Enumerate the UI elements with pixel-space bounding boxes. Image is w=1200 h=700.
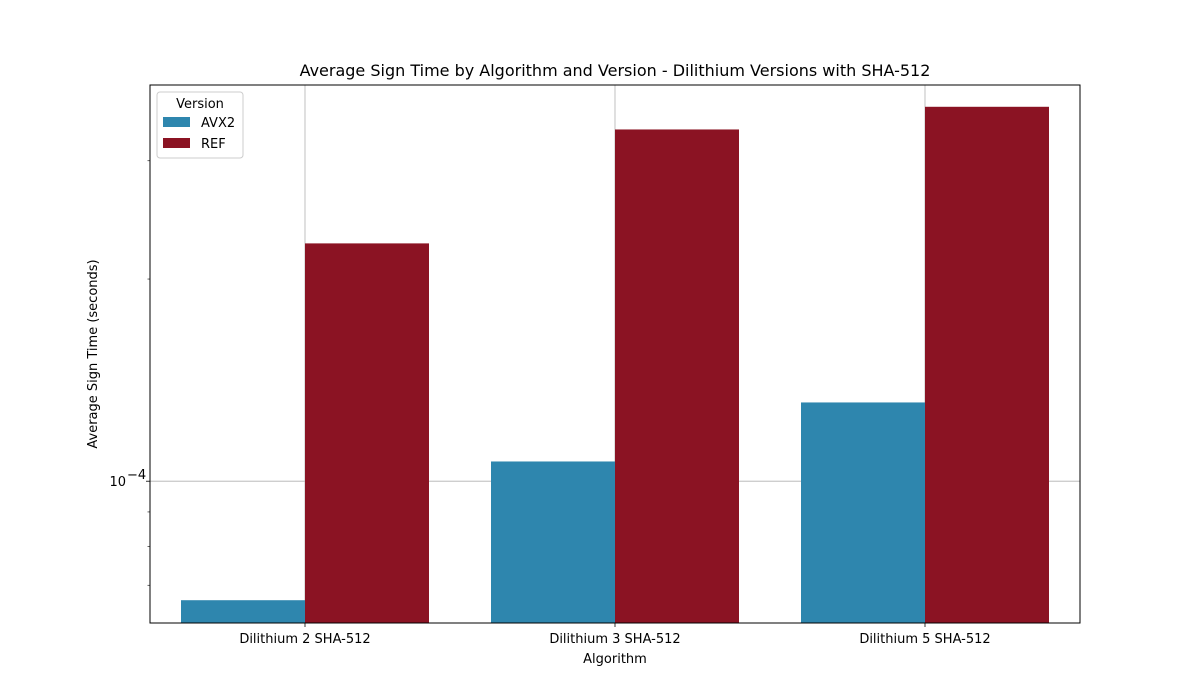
bar-avx2 (181, 600, 305, 623)
bars-layer (181, 106, 1049, 623)
y-tick-exponent: −4 (127, 468, 146, 483)
x-axis-label: Algorithm (583, 652, 647, 667)
x-tick-label: Dilithium 2 SHA-512 (239, 632, 370, 647)
bar-ref (305, 243, 429, 623)
x-tick-label: Dilithium 5 SHA-512 (859, 632, 990, 647)
legend-title: Version (176, 97, 224, 112)
legend-swatch-avx2 (163, 117, 190, 127)
y-axis-label: Average Sign Time (seconds) (86, 259, 101, 448)
legend-label-avx2: AVX2 (201, 116, 235, 131)
legend: Version AVX2 REF (156, 91, 244, 159)
chart-title: Average Sign Time by Algorithm and Versi… (300, 61, 931, 80)
bar-ref (615, 129, 739, 623)
x-tick-label: Dilithium 3 SHA-512 (549, 632, 680, 647)
legend-label-ref: REF (201, 137, 226, 152)
bar-avx2 (491, 461, 615, 623)
legend-entries: AVX2 REF (163, 116, 235, 152)
bar-ref (925, 106, 1049, 623)
y-tick-label: 10 (109, 475, 126, 490)
ticks-layer: Dilithium 2 SHA-512 Dilithium 3 SHA-512 Di… (109, 160, 991, 647)
legend-swatch-ref (163, 138, 190, 148)
bar-avx2 (801, 402, 925, 623)
